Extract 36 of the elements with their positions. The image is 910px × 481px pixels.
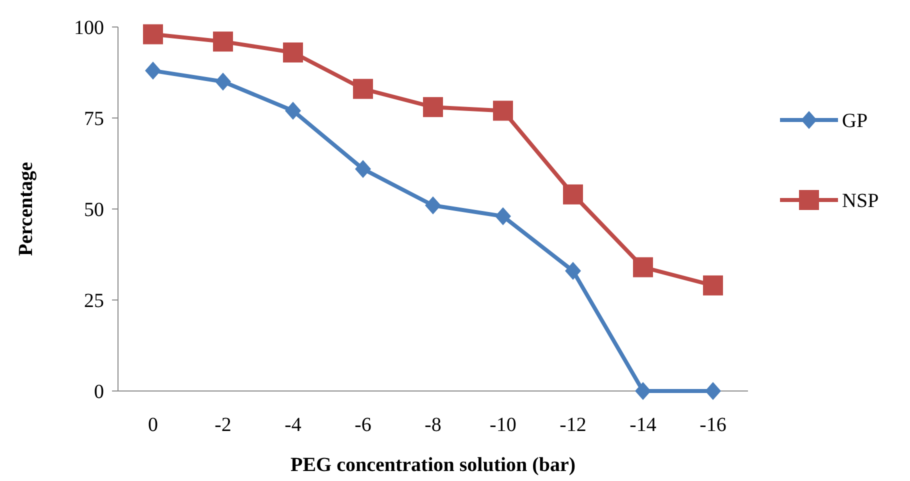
point (563, 184, 583, 204)
y-tick-label: 25 (84, 290, 104, 312)
point (355, 160, 371, 178)
point (493, 100, 513, 121)
y-axis-title: Percentage (15, 162, 37, 256)
legend-label: NSP (842, 190, 879, 212)
point (283, 42, 303, 62)
point (565, 262, 581, 280)
point (285, 102, 301, 120)
y-tick-label: 0 (94, 381, 104, 403)
x-tick-label: 0 (148, 414, 158, 436)
point (635, 382, 651, 400)
x-tick-label: -4 (284, 414, 302, 436)
point (705, 382, 721, 400)
x-axis-title: PEG concentration solution (bar) (290, 454, 576, 476)
x-tick-label: -10 (490, 414, 516, 436)
x-tick-label: -12 (560, 414, 586, 436)
x-tick-label: -8 (424, 414, 442, 436)
point (633, 257, 653, 278)
x-tick-label: -16 (700, 414, 726, 436)
point (423, 97, 443, 118)
legend-label: GP (842, 110, 868, 132)
point (215, 72, 231, 91)
point (353, 78, 373, 99)
point (495, 207, 511, 226)
x-tick-label: -2 (214, 414, 232, 436)
x-tick-label: -14 (630, 414, 656, 436)
x-tick-label: -6 (354, 414, 372, 436)
y-tick-label: 75 (84, 108, 104, 130)
point (213, 32, 233, 52)
point (425, 196, 441, 214)
y-tick-label: 50 (84, 199, 104, 221)
y-tick-label: 100 (74, 17, 104, 39)
point (703, 275, 723, 296)
point (145, 62, 161, 80)
point (143, 24, 163, 44)
